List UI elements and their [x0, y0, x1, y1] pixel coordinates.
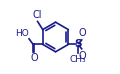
- Text: O: O: [79, 51, 87, 61]
- Text: O: O: [30, 53, 38, 63]
- Text: O: O: [79, 28, 87, 38]
- Text: S: S: [74, 39, 81, 49]
- Text: HO: HO: [15, 29, 29, 38]
- Text: CH₃: CH₃: [69, 55, 86, 64]
- Text: Cl: Cl: [32, 10, 42, 20]
